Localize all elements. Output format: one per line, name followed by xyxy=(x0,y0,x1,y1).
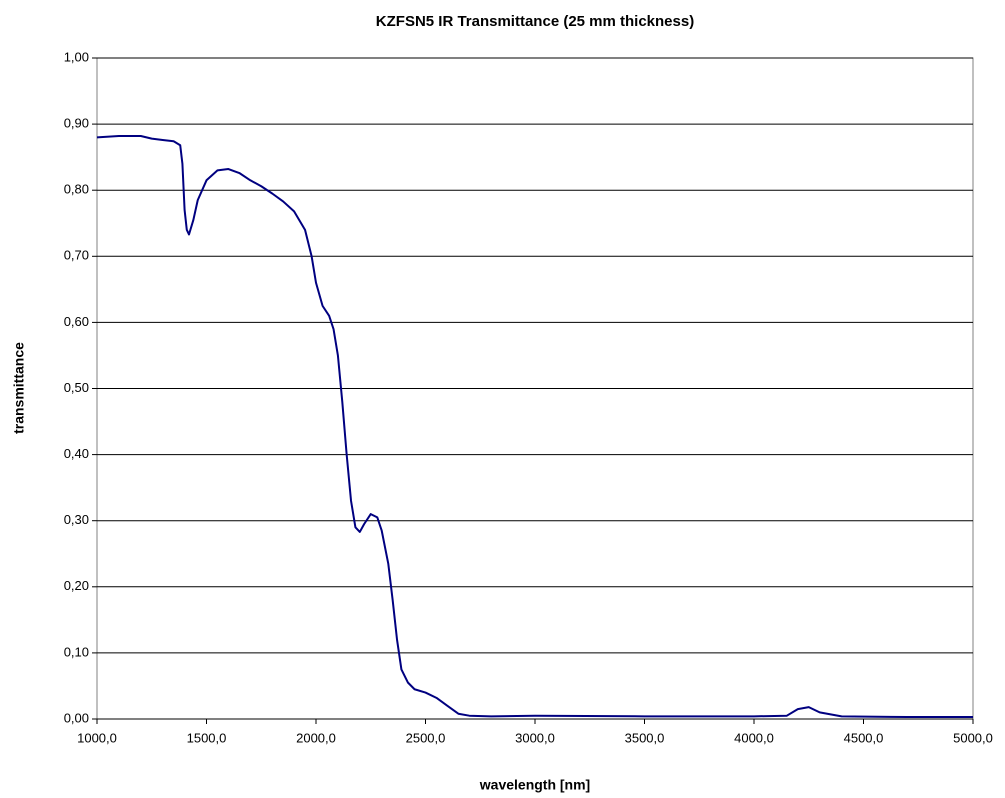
y-tick-label: 0,30 xyxy=(64,512,89,527)
x-tick-label: 1000,0 xyxy=(77,730,117,745)
x-tick-label: 4500,0 xyxy=(844,730,884,745)
chart-title: KZFSN5 IR Transmittance (25 mm thickness… xyxy=(376,13,694,30)
y-tick-label: 0,80 xyxy=(64,182,89,197)
y-tick-label: 0,70 xyxy=(64,248,89,263)
x-tick-label: 3000,0 xyxy=(515,730,555,745)
y-tick-label: 0,20 xyxy=(64,578,89,593)
x-tick-label: 4000,0 xyxy=(734,730,774,745)
x-tick-label: 3500,0 xyxy=(625,730,665,745)
y-tick-label: 0,40 xyxy=(64,446,89,461)
x-axis-label: wavelength [nm] xyxy=(479,777,590,793)
y-tick-label: 0,90 xyxy=(64,116,89,131)
y-tick-label: 0,00 xyxy=(64,710,89,725)
y-tick-label: 0,10 xyxy=(64,644,89,659)
x-tick-label: 2000,0 xyxy=(296,730,336,745)
y-axis-label: transmittance xyxy=(11,342,27,434)
x-tick-label: 2500,0 xyxy=(406,730,446,745)
y-tick-label: 0,60 xyxy=(64,314,89,329)
y-tick-label: 0,50 xyxy=(64,380,89,395)
x-tick-label: 1500,0 xyxy=(187,730,227,745)
x-tick-label: 5000,0 xyxy=(953,730,993,745)
y-tick-label: 1,00 xyxy=(64,49,89,64)
data-line xyxy=(96,135,973,719)
